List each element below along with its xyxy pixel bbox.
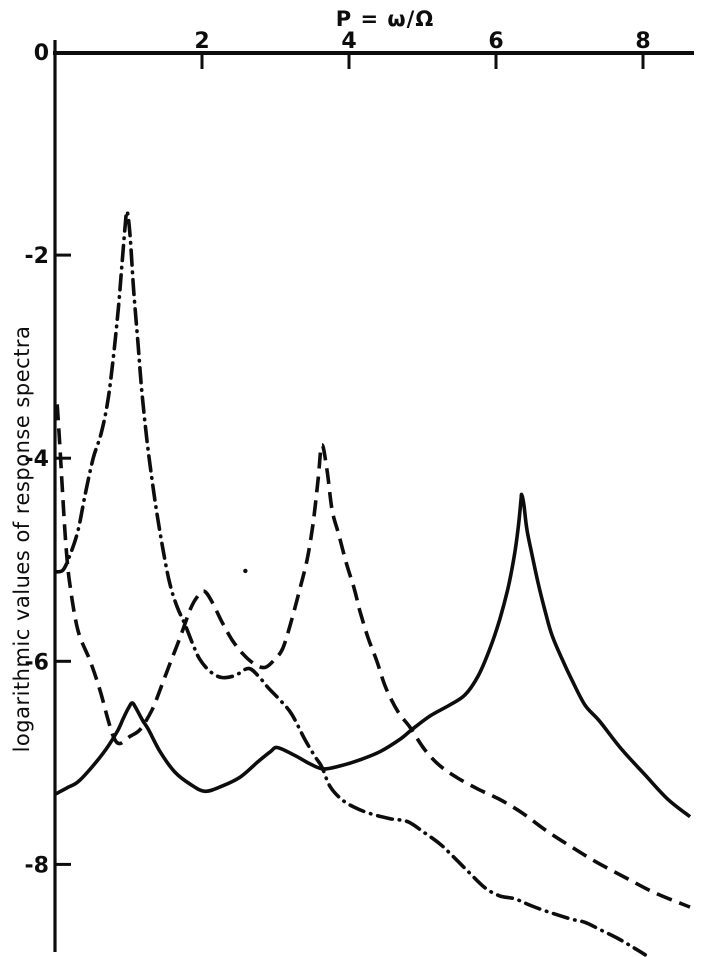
x-tick-label: 4 xyxy=(341,29,356,54)
curve-dash-dot xyxy=(53,209,647,957)
x-axis-title: P = ω/Ω xyxy=(335,7,435,31)
y-tick-label: -4 xyxy=(25,447,49,472)
y-axis-label: logarithmic values of response spectra xyxy=(10,325,34,753)
y-tick-label: -6 xyxy=(25,650,49,675)
x-tick-label: 2 xyxy=(194,29,209,54)
y-tick-label: -8 xyxy=(25,853,49,878)
x-tick-label: 8 xyxy=(635,29,650,54)
curve-dashed xyxy=(55,404,691,909)
stray-ink-dot xyxy=(243,568,248,574)
curve-solid xyxy=(54,492,692,819)
y-tick-label: 0 xyxy=(34,41,49,66)
x-tick-label: 6 xyxy=(488,29,503,54)
y-tick-label: -2 xyxy=(25,244,49,269)
